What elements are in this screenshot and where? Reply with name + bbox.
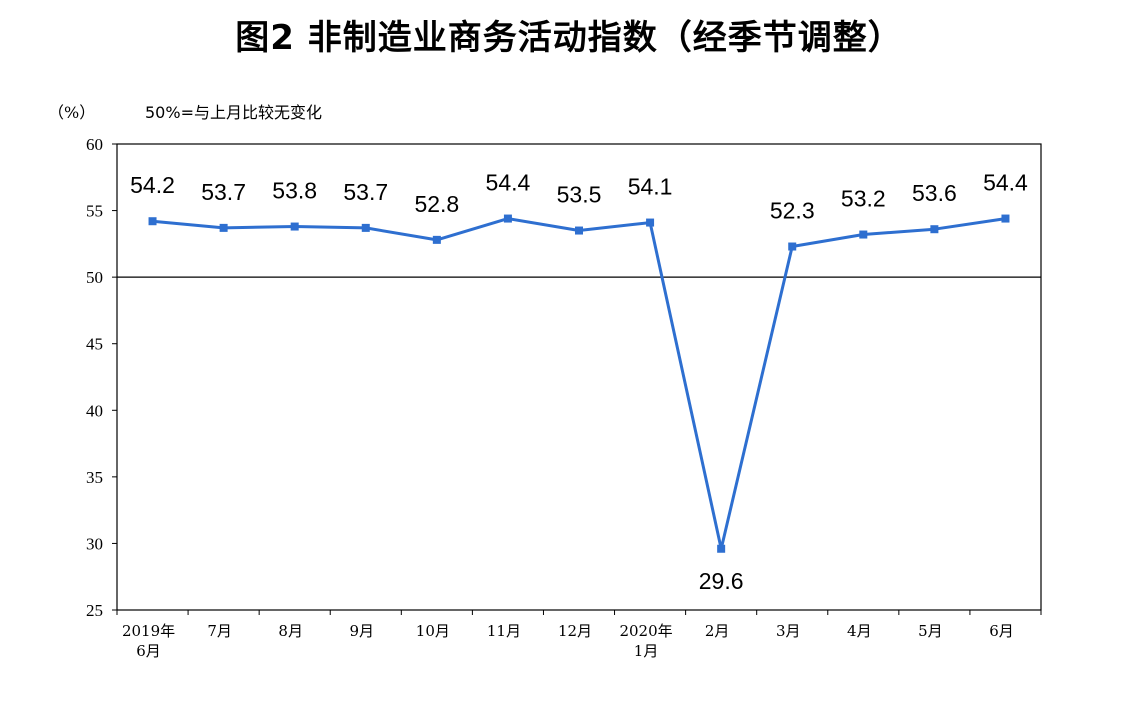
data-value-label: 52.8 <box>414 191 459 217</box>
data-value-label: 53.2 <box>841 186 886 212</box>
x-tick-label: 2020年 1月 <box>619 622 672 660</box>
chart-title: 图2 非制造业商务活动指数（经季节调整） <box>235 18 903 58</box>
data-point-marker <box>290 222 299 231</box>
data-point-marker <box>788 242 797 251</box>
x-tick-label: 11月 <box>487 622 521 640</box>
x-tick-label: 10月 <box>416 622 450 640</box>
data-value-label: 53.8 <box>272 178 317 204</box>
y-tick-label: 55 <box>86 202 103 221</box>
data-value-label: 53.7 <box>201 179 246 205</box>
y-tick-label: 25 <box>86 601 103 620</box>
data-point-marker <box>219 223 228 232</box>
x-tick-label: 5月 <box>918 622 943 640</box>
y-tick-label: 50 <box>86 268 103 287</box>
data-point-marker <box>859 230 868 239</box>
y-tick-label: 45 <box>86 335 103 354</box>
x-tick-label: 2月 <box>705 622 730 640</box>
data-value-label: 54.1 <box>628 174 673 200</box>
x-tick-label: 4月 <box>847 622 872 640</box>
series-line <box>152 217 1006 551</box>
reference-note: 50%=与上月比较无变化 <box>145 103 322 122</box>
data-point-marker <box>1001 214 1010 223</box>
y-tick-label: 40 <box>86 401 103 420</box>
data-value-label: 53.6 <box>912 180 957 206</box>
data-value-label: 53.7 <box>343 179 388 205</box>
data-value-label: 54.2 <box>130 172 175 198</box>
data-value-label: 29.6 <box>699 568 744 594</box>
data-point-marker <box>575 226 583 235</box>
data-value-label: 54.4 <box>486 170 531 196</box>
x-tick-label: 3月 <box>776 622 801 640</box>
x-tick-label: 8月 <box>278 622 303 640</box>
y-tick-label: 60 <box>86 135 103 154</box>
data-point-marker <box>503 214 512 223</box>
x-tick-label: 9月 <box>349 622 374 640</box>
y-tick-label: 35 <box>86 468 103 487</box>
data-point-marker <box>930 225 939 234</box>
data-point-marker <box>148 217 157 226</box>
plot-area-frame <box>116 143 1042 611</box>
y-unit-label: （%） <box>48 103 96 122</box>
x-tick-label: 2019年 6月 <box>122 622 175 660</box>
x-tick-label: 7月 <box>207 622 232 640</box>
data-point-marker <box>361 223 370 232</box>
data-point-marker <box>432 235 441 244</box>
x-tick-label: 12月 <box>558 622 592 640</box>
y-tick-label: 30 <box>86 534 103 553</box>
data-point-marker <box>646 218 655 227</box>
x-tick-label: 6月 <box>989 622 1014 640</box>
data-point-marker <box>717 544 726 553</box>
data-value-label: 52.3 <box>770 198 815 224</box>
data-value-label: 54.4 <box>983 170 1028 196</box>
data-value-label: 53.5 <box>557 182 602 208</box>
